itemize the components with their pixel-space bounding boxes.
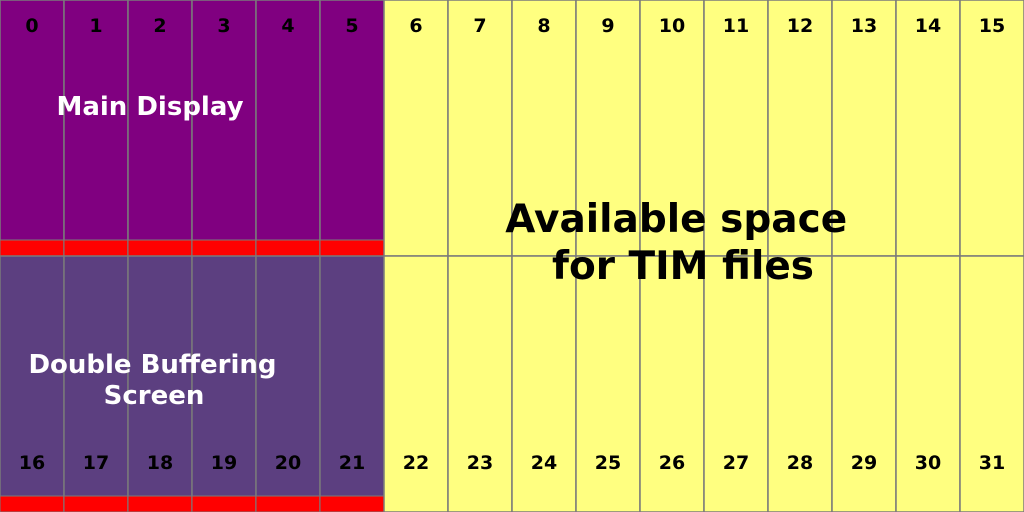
page-number-24: 24 xyxy=(531,452,557,474)
page-number-18: 18 xyxy=(147,452,173,474)
vram-page-cell-26 xyxy=(639,255,705,512)
reserved-strip xyxy=(255,495,321,512)
vram-page-cell-12 xyxy=(767,0,833,257)
reserved-strip xyxy=(63,495,129,512)
page-number-17: 17 xyxy=(83,452,109,474)
page-number-10: 10 xyxy=(659,15,685,37)
page-number-27: 27 xyxy=(723,452,749,474)
available-space-label: Available space for TIM files xyxy=(505,197,861,289)
page-number-8: 8 xyxy=(537,15,550,37)
page-number-26: 26 xyxy=(659,452,685,474)
vram-page-cell-11 xyxy=(703,0,769,257)
page-number-15: 15 xyxy=(979,15,1005,37)
vram-page-cell-13 xyxy=(831,0,897,257)
main-display-label: Main Display xyxy=(56,92,243,122)
reserved-strip xyxy=(0,239,65,257)
vram-page-cell-22 xyxy=(383,255,449,512)
reserved-strip xyxy=(0,495,65,512)
vram-page-cell-29 xyxy=(831,255,897,512)
vram-page-cell-3 xyxy=(191,0,257,257)
vram-page-cell-0 xyxy=(0,0,65,257)
reserved-strip xyxy=(127,495,193,512)
vram-page-cell-5 xyxy=(319,0,385,257)
double-buffer-label-line-1: Double Buffering xyxy=(28,350,276,380)
page-number-1: 1 xyxy=(89,15,102,37)
page-number-0: 0 xyxy=(25,15,38,37)
vram-page-cell-16 xyxy=(0,255,65,512)
page-number-29: 29 xyxy=(851,452,877,474)
page-number-11: 11 xyxy=(723,15,749,37)
page-number-23: 23 xyxy=(467,452,493,474)
vram-page-cell-31 xyxy=(959,255,1024,512)
page-number-16: 16 xyxy=(19,452,45,474)
vram-page-cell-9 xyxy=(575,0,641,257)
available-space-label-line-1: Available space xyxy=(505,197,847,242)
page-number-22: 22 xyxy=(403,452,429,474)
vram-page-cell-27 xyxy=(703,255,769,512)
double-buffer-label-line-2: Screen xyxy=(104,381,205,411)
page-number-14: 14 xyxy=(915,15,941,37)
vram-page-cell-19 xyxy=(191,255,257,512)
page-number-5: 5 xyxy=(345,15,358,37)
vram-page-cell-28 xyxy=(767,255,833,512)
vram-page-cell-14 xyxy=(895,0,961,257)
vram-page-cell-15 xyxy=(959,0,1024,257)
reserved-strip xyxy=(63,239,129,257)
vram-page-cell-1 xyxy=(63,0,129,257)
vram-page-cell-7 xyxy=(447,0,513,257)
vram-page-cell-2 xyxy=(127,0,193,257)
reserved-strip xyxy=(319,495,385,512)
vram-page-cell-25 xyxy=(575,255,641,512)
page-number-31: 31 xyxy=(979,452,1005,474)
vram-page-cell-6 xyxy=(383,0,449,257)
page-number-19: 19 xyxy=(211,452,237,474)
page-number-3: 3 xyxy=(217,15,230,37)
page-number-4: 4 xyxy=(281,15,294,37)
vram-page-cell-8 xyxy=(511,0,577,257)
page-number-13: 13 xyxy=(851,15,877,37)
page-number-12: 12 xyxy=(787,15,813,37)
page-number-21: 21 xyxy=(339,452,365,474)
page-number-6: 6 xyxy=(409,15,422,37)
vram-page-cell-17 xyxy=(63,255,129,512)
vram-page-cell-21 xyxy=(319,255,385,512)
page-number-7: 7 xyxy=(473,15,486,37)
vram-page-cell-23 xyxy=(447,255,513,512)
vram-page-cell-30 xyxy=(895,255,961,512)
reserved-strip xyxy=(319,239,385,257)
page-number-25: 25 xyxy=(595,452,621,474)
vram-page-cell-18 xyxy=(127,255,193,512)
reserved-strip xyxy=(191,239,257,257)
vram-page-cell-10 xyxy=(639,0,705,257)
page-number-20: 20 xyxy=(275,452,301,474)
reserved-strip xyxy=(127,239,193,257)
page-number-28: 28 xyxy=(787,452,813,474)
page-number-30: 30 xyxy=(915,452,941,474)
reserved-strip xyxy=(255,239,321,257)
double-buffer-label: Double Buffering Screen xyxy=(28,350,285,411)
vram-page-cell-20 xyxy=(255,255,321,512)
vram-page-cell-24 xyxy=(511,255,577,512)
page-number-9: 9 xyxy=(601,15,614,37)
page-number-2: 2 xyxy=(153,15,166,37)
vram-page-cell-4 xyxy=(255,0,321,257)
reserved-strip xyxy=(191,495,257,512)
available-space-label-line-2: for TIM files xyxy=(552,244,814,289)
